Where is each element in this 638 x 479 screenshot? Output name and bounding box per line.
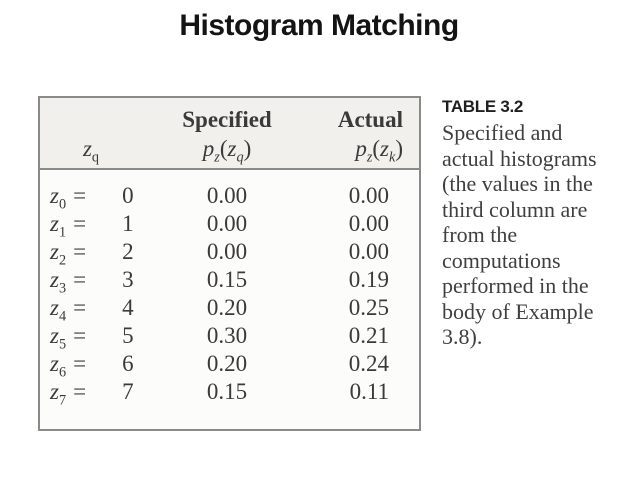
caption-line: third column are bbox=[442, 196, 588, 222]
caption-line: actual histograms bbox=[442, 145, 597, 171]
table-caption: TABLE 3.2 Specified and actual histograms… bbox=[442, 96, 624, 350]
column-header-specified: Specified pz(zq) bbox=[166, 105, 288, 166]
specified-cell: 0.00 bbox=[206, 239, 248, 264]
actual-cell: 0.21 bbox=[348, 323, 389, 348]
z-cell: z1 = 1 bbox=[50, 211, 134, 241]
caption-line: from the bbox=[442, 222, 518, 247]
specified-formula: pz(zq) bbox=[202, 136, 252, 166]
z-cell: z0 = 0 bbox=[50, 183, 134, 213]
caption-line: (the values in the bbox=[442, 171, 593, 196]
caption-line: computations bbox=[442, 247, 561, 273]
z-cell: z5 = 5 bbox=[50, 323, 134, 353]
zq-subscript: q bbox=[91, 149, 100, 166]
table-row: z1 = 1 0.00 0.00 bbox=[40, 210, 419, 241]
actual-cell: 0.00 bbox=[348, 239, 389, 264]
table-row: z5 = 5 0.30 0.21 bbox=[40, 322, 419, 353]
z-cell: z2 = 2 bbox=[50, 239, 134, 269]
table-header-row: zq Specified pz(zq) Actual pz(zk) bbox=[40, 98, 419, 170]
table-row: z2 = 2 0.00 0.00 bbox=[40, 238, 419, 269]
actual-cell: 0.25 bbox=[348, 295, 389, 320]
zq-symbol: z bbox=[82, 136, 92, 161]
actual-cell: 0.24 bbox=[348, 351, 389, 376]
actual-label: Actual bbox=[337, 107, 403, 132]
z-cell: z6 = 6 bbox=[50, 351, 134, 381]
actual-formula: pz(zk) bbox=[355, 136, 403, 166]
specified-cell: 0.20 bbox=[206, 351, 248, 376]
table-body: z0 = 0 0.00 0.00 z1 = 1 0.00 0.00 z2 = 2 0.00 … bbox=[40, 170, 419, 409]
specified-cell: 0.00 bbox=[206, 183, 248, 208]
specified-cell: 0.30 bbox=[206, 323, 248, 348]
z-cell: z7 = 7 bbox=[50, 379, 134, 409]
specified-cell: 0.20 bbox=[206, 295, 248, 320]
actual-cell: 0.00 bbox=[348, 211, 389, 236]
actual-cell: 0.19 bbox=[348, 267, 389, 292]
table-row: z4 = 4 0.20 0.25 bbox=[40, 294, 419, 325]
table-row: z3 = 3 0.15 0.19 bbox=[40, 266, 419, 297]
specified-cell: 0.00 bbox=[206, 211, 248, 236]
specified-label: Specified bbox=[182, 107, 272, 132]
histogram-table: zq Specified pz(zq) Actual pz(zk) z0 = 0 0… bbox=[38, 96, 421, 431]
actual-cell: 0.00 bbox=[348, 183, 389, 208]
specified-cell: 0.15 bbox=[206, 267, 248, 292]
table-row: z6 = 6 0.20 0.24 bbox=[40, 350, 419, 381]
column-header-actual: Actual pz(zk) bbox=[288, 105, 419, 166]
specified-cell: 0.15 bbox=[206, 379, 248, 404]
z-cell: z4 = 4 bbox=[50, 295, 134, 325]
table-row: z7 = 7 0.15 0.11 bbox=[40, 378, 419, 409]
caption-line: 3.8). bbox=[442, 324, 483, 349]
caption-line: performed in the bbox=[442, 273, 589, 298]
caption-line: Specified and bbox=[442, 120, 563, 145]
actual-cell: 0.11 bbox=[349, 379, 389, 404]
caption-text: Specified and actual histograms (the value… bbox=[442, 120, 624, 350]
caption-label: TABLE 3.2 bbox=[442, 97, 524, 116]
page-title: Histogram Matching bbox=[179, 9, 459, 42]
table-row: z0 = 0 0.00 0.00 bbox=[40, 182, 419, 213]
caption-line: body of Example bbox=[442, 298, 594, 324]
z-cell: z3 = 3 bbox=[50, 267, 134, 297]
column-header-zq: zq bbox=[40, 134, 166, 166]
